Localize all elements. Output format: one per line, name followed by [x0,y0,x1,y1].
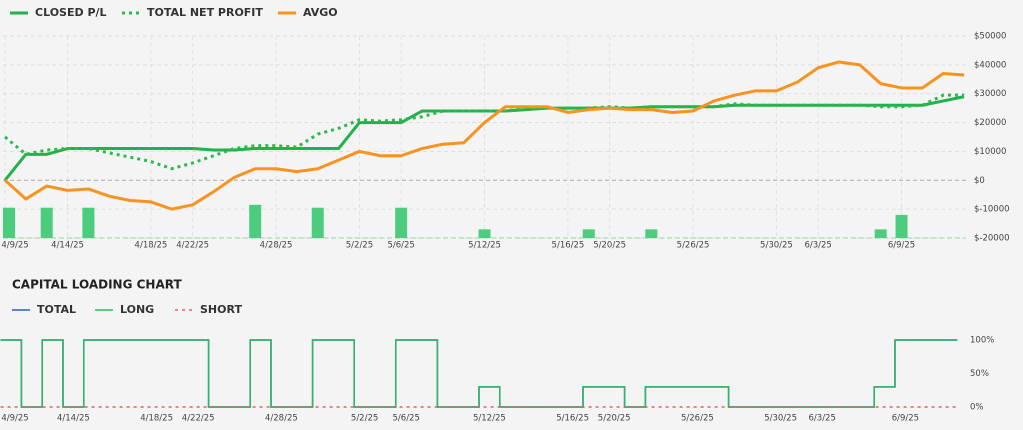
x-tick-label: 4/22/25 [176,241,209,251]
x-tick-label: 4/18/25 [135,241,168,251]
legend-label: TOTAL [37,303,76,316]
legend-label: TOTAL NET PROFIT [147,6,263,19]
x-tick-label: 4/14/25 [57,414,90,424]
bar [395,207,408,238]
y-tick-label: $40000 [974,60,1006,70]
x-tick-label: 5/2/25 [346,241,373,251]
bar [582,229,595,238]
x-tick-label: 4/28/25 [265,414,298,424]
x-tick-label: 4/9/25 [1,414,28,424]
x-tick-label: 5/26/25 [677,241,710,251]
y-tick-label: $50000 [974,32,1006,42]
x-tick-label: 5/16/25 [552,241,585,251]
y-tick-label: $20000 [974,118,1006,128]
x-tick-label: 5/2/25 [351,414,378,424]
y-tick-label: 0% [970,403,984,413]
x-tick-label: 5/30/25 [760,241,793,251]
x-tick-label: 5/6/25 [387,241,414,251]
bar [895,214,908,238]
bar [82,207,95,238]
chart-title: CAPITAL LOADING CHART [12,278,182,292]
x-tick-label: 5/30/25 [764,414,797,424]
bar [645,229,658,238]
bar [874,229,887,238]
legend-label: SHORT [200,303,242,316]
y-tick-label: 50% [970,369,989,379]
x-tick-label: 5/6/25 [393,414,420,424]
bar [311,207,324,238]
y-tick-label: $-20000 [974,234,1010,244]
x-tick-label: 4/28/25 [260,241,293,251]
x-tick-label: 4/22/25 [182,414,215,424]
y-tick-label: $30000 [974,89,1006,99]
series-line [4,93,965,171]
x-tick-label: 5/12/25 [468,241,501,251]
x-tick-label: 5/16/25 [556,414,589,424]
bar [40,207,53,238]
x-tick-label: 5/12/25 [473,414,506,424]
x-tick-label: 4/18/25 [140,414,173,424]
x-tick-label: 6/3/25 [804,241,831,251]
x-tick-label: 4/14/25 [51,241,84,251]
bar [249,204,262,238]
x-tick-label: 5/26/25 [681,414,714,424]
x-tick-label: 5/20/25 [593,241,626,251]
legend-label: LONG [120,303,154,316]
series-step [0,339,958,408]
y-tick-label: $10000 [974,147,1006,157]
x-tick-label: 5/20/25 [598,414,631,424]
x-tick-label: 6/3/25 [809,414,836,424]
bar [478,229,491,238]
legend-label: AVGO [303,6,338,19]
series-line [3,60,965,211]
y-tick-label: $0 [974,176,985,186]
x-tick-label: 6/9/25 [892,414,919,424]
bar [3,207,15,238]
y-tick-label: $-10000 [974,205,1010,215]
y-tick-label: 100% [970,336,994,346]
x-tick-label: 6/9/25 [888,241,915,251]
x-tick-label: 4/9/25 [1,241,28,251]
legend-label: CLOSED P/L [35,6,107,19]
